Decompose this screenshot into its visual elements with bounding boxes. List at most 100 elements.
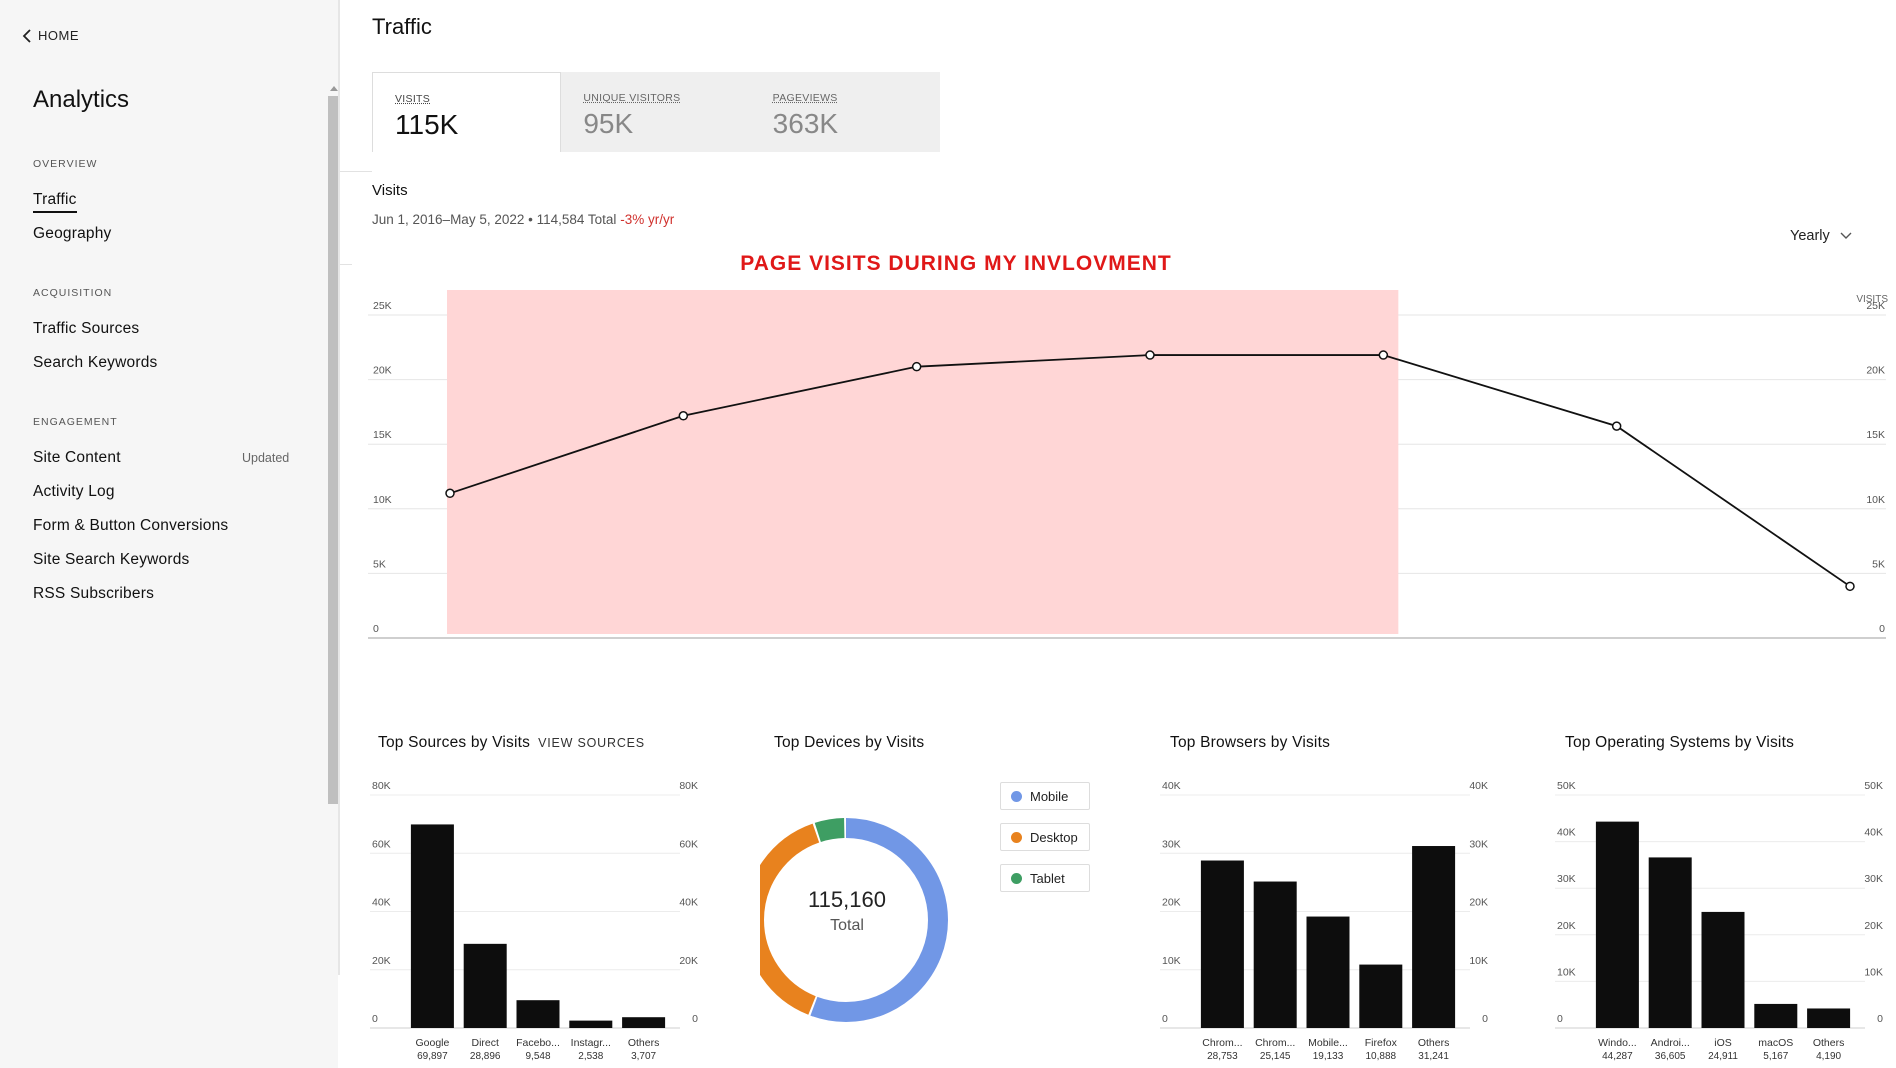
y-tick-label-right: 40K: [1469, 780, 1488, 792]
divider: [338, 0, 340, 975]
bar: [1359, 964, 1403, 1028]
view-sources-link[interactable]: VIEW SOURCES: [538, 736, 645, 750]
home-link[interactable]: HOME: [22, 28, 79, 43]
x-tick-label: Instagr...: [571, 1037, 611, 1049]
bar: [1648, 857, 1692, 1028]
y-tick-label-left: 20K: [373, 365, 392, 377]
y-tick-label-left: 80K: [372, 780, 391, 792]
section-label-overview: OVERVIEW: [33, 158, 98, 170]
legend-item-mobile[interactable]: Mobile: [1000, 782, 1090, 810]
tab-pageviews[interactable]: PAGEVIEWS 363K: [751, 72, 940, 152]
sidebar: HOME Analytics OVERVIEW Traffic Geograph…: [0, 0, 338, 1068]
bar-value-label: 24,911: [1708, 1051, 1738, 1062]
bar: [1701, 911, 1745, 1028]
page-title: Traffic: [372, 14, 432, 39]
legend-label: Mobile: [1030, 788, 1069, 804]
y-tick-label-right: 10K: [1866, 494, 1885, 506]
legend-label: Desktop: [1030, 829, 1078, 845]
y-tick-label-right: 20K: [1864, 920, 1883, 932]
sidebar-item-site-content[interactable]: Site Content: [33, 449, 121, 466]
bar: [622, 1017, 666, 1028]
x-tick-label: 2018: [904, 649, 928, 650]
y-tick-label-right: 20K: [1469, 897, 1488, 909]
right-axis-label: VISITS: [1856, 294, 1888, 305]
tab-label: UNIQUE VISITORS: [583, 92, 681, 104]
y-tick-label-left: 30K: [1162, 838, 1181, 850]
x-tick-label: 2019: [1138, 649, 1162, 650]
x-tick-label: Firefox: [1365, 1037, 1398, 1049]
bar: [516, 1000, 560, 1028]
y-tick-label-right: 40K: [1864, 827, 1883, 839]
x-tick-label: Others: [628, 1037, 660, 1049]
y-tick-label-right: 80K: [679, 780, 698, 792]
legend-dot: [1011, 872, 1022, 884]
tab-unique-visitors[interactable]: UNIQUE VISITORS 95K: [561, 72, 750, 152]
bar: [1595, 821, 1639, 1028]
bar: [463, 943, 507, 1028]
y-tick-label-left: 20K: [372, 955, 391, 967]
bar: [1807, 1008, 1851, 1028]
sidebar-item-traffic[interactable]: Traffic: [33, 191, 77, 213]
widget-title-os: Top Operating Systems by Visits: [1565, 734, 1795, 751]
y-tick-label-right: 0: [1877, 1013, 1883, 1025]
y-tick-label-left: 50K: [1557, 780, 1576, 792]
chart-heading: Visits: [372, 182, 408, 199]
legend-label: Tablet: [1030, 870, 1065, 886]
sidebar-scrollbar-thumb[interactable]: [328, 96, 338, 804]
legend-item-tablet[interactable]: Tablet: [1000, 864, 1090, 892]
total-visits: 114,584 Total: [536, 212, 617, 227]
metric-tabs: VISITS 115K UNIQUE VISITORS 95K PAGEVIEW…: [372, 72, 940, 152]
x-tick-label: Windo...: [1598, 1037, 1637, 1049]
highlight-region: [447, 290, 1399, 634]
y-tick-label-left: 20K: [1557, 920, 1576, 932]
legend-item-desktop[interactable]: Desktop: [1000, 823, 1090, 851]
data-point: [1145, 350, 1155, 360]
chart-subtitle: Jun 1, 2016–May 5, 2022 • 114,584 Total …: [372, 212, 675, 227]
y-tick-label-left: 0: [1162, 1013, 1168, 1025]
sidebar-item-form-button-conversions[interactable]: Form & Button Conversions: [33, 517, 229, 534]
widget-title-text: Top Sources by Visits: [378, 734, 531, 751]
visits-line-chart: 005K5K10K10K15K15K20K20K25K25KVISITS2016…: [368, 290, 1888, 650]
bar-value-label: 28,896: [470, 1051, 501, 1062]
y-tick-label-right: 0: [1879, 623, 1885, 635]
x-tick-label: macOS: [1758, 1037, 1793, 1049]
chevron-down-icon: [1840, 232, 1852, 239]
x-tick-label: Facebo...: [516, 1037, 560, 1049]
x-tick-label: Androi...: [1651, 1037, 1690, 1049]
home-label: HOME: [38, 28, 79, 43]
bar-value-label: 4,190: [1816, 1051, 1841, 1062]
sidebar-item-site-search-keywords[interactable]: Site Search Keywords: [33, 551, 190, 568]
legend-dot: [1011, 790, 1022, 802]
donut-total-label: Total: [830, 917, 864, 934]
bar-value-label: 36,605: [1655, 1051, 1686, 1062]
sidebar-item-geography[interactable]: Geography: [33, 225, 112, 242]
updated-badge: Updated: [242, 451, 290, 465]
y-tick-label-right: 10K: [1469, 955, 1488, 967]
chevron-left-icon: [22, 28, 31, 43]
tab-value: 363K: [772, 108, 839, 139]
browsers-bar-chart: 0 0 10K 10K 20K 20K 30K 30K 40K 40K Chrom... 28,753…: [1160, 780, 1488, 1062]
y-tick-label-right: 40K: [679, 897, 698, 909]
granularity-select[interactable]: Yearly: [1790, 228, 1852, 244]
x-tick-label: 2017: [671, 649, 695, 650]
donut-slice-mobile: [760, 818, 948, 1022]
widget-title-devices: Top Devices by Visits: [774, 734, 925, 751]
bar-value-label: 3,707: [631, 1051, 656, 1062]
y-tick-label-right: 5K: [1872, 558, 1885, 570]
scroll-up-arrow-icon[interactable]: [330, 86, 338, 91]
sidebar-item-search-keywords[interactable]: Search Keywords: [33, 354, 158, 371]
tab-visits[interactable]: VISITS 115K: [372, 72, 562, 152]
sidebar-item-traffic-sources[interactable]: Traffic Sources: [33, 320, 140, 337]
x-tick-label: Direct: [471, 1037, 499, 1049]
x-tick-label: iOS: [1714, 1037, 1732, 1049]
y-tick-label-left: 40K: [1162, 780, 1181, 792]
section-label-acquisition: ACQUISITION: [33, 287, 113, 299]
y-tick-label-right: 20K: [679, 955, 698, 967]
y-tick-label-right: 30K: [1469, 838, 1488, 850]
y-tick-label-right: 0: [1482, 1013, 1488, 1025]
y-tick-label-right: 25K: [1866, 300, 1885, 312]
sources-bar-chart: 0 0 20K 20K 40K 40K 60K 60K 80K 80K Google 69,897 Di…: [370, 780, 698, 1062]
sidebar-item-rss-subscribers[interactable]: RSS Subscribers: [33, 585, 155, 602]
bar: [1306, 916, 1350, 1028]
sidebar-item-activity-log[interactable]: Activity Log: [33, 483, 115, 500]
